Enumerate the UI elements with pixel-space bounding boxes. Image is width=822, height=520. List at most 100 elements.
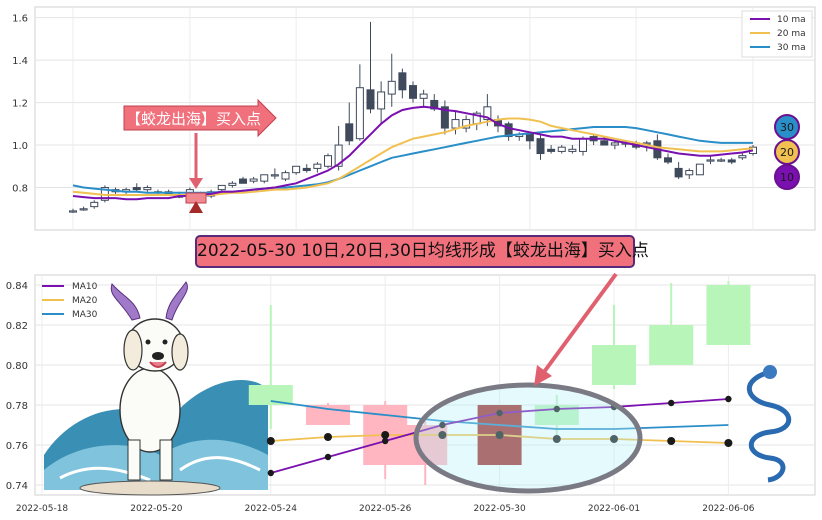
bottom-chart-candles bbox=[248, 281, 751, 485]
bottom-y-tick-label: 0.76 bbox=[6, 441, 28, 452]
candle-up bbox=[270, 174, 279, 177]
candle-down bbox=[536, 138, 545, 155]
bottom-point-ma20 bbox=[438, 431, 447, 439]
top-y-tick-label: 1.2 bbox=[12, 99, 28, 110]
candle-up bbox=[90, 201, 99, 208]
bottom-y-tick-label: 0.80 bbox=[6, 361, 28, 372]
bottom-x-tick-label: 2022-05-24 bbox=[245, 504, 298, 514]
bottom-x-tick-label: 2022-05-18 bbox=[16, 504, 69, 514]
bottom-point-ma10 bbox=[725, 395, 732, 403]
candle-down bbox=[440, 106, 449, 129]
candle-up bbox=[313, 163, 322, 169]
candle-down bbox=[409, 85, 417, 99]
top-y-tick-label: 1.4 bbox=[12, 56, 28, 67]
top-chart-candles bbox=[69, 21, 757, 214]
bottom-chart-y-axis: 0.74 0.76 0.78 0.80 0.82 0.84 bbox=[6, 281, 28, 492]
badge-20-label: 20 bbox=[780, 146, 794, 159]
top-chart-legend: 10 ma 20 ma 30 ma bbox=[741, 10, 813, 58]
candle-up bbox=[324, 155, 332, 167]
zoom-candle-down bbox=[306, 405, 350, 425]
legend-20ma: 20 ma bbox=[777, 29, 806, 39]
buy-signal-triangle-icon bbox=[189, 201, 203, 213]
bottom-chart-legend: MA10 MA20 MA30 bbox=[42, 282, 98, 320]
bottom-y-tick-label: 0.74 bbox=[6, 481, 28, 492]
bottom-point-ma20 bbox=[495, 431, 504, 439]
badge-10 bbox=[774, 164, 800, 190]
candle-up bbox=[568, 148, 577, 152]
candle-down bbox=[430, 99, 439, 110]
bottom-point-ma10 bbox=[267, 469, 274, 477]
bottom-y-tick-label: 0.82 bbox=[6, 321, 28, 332]
legend-ma30: MA30 bbox=[72, 310, 98, 320]
bottom-point-ma10 bbox=[553, 405, 560, 413]
candle-down bbox=[547, 148, 556, 152]
bottom-point-ma20 bbox=[610, 435, 618, 443]
candle-down bbox=[366, 89, 375, 110]
bottom-point-ma20 bbox=[324, 433, 332, 441]
candle-down bbox=[664, 157, 672, 163]
candle-up bbox=[462, 119, 471, 129]
zoom-candle-up bbox=[248, 385, 293, 405]
bottom-point-ma20 bbox=[381, 431, 390, 439]
zoom-candle-up bbox=[649, 325, 694, 365]
surfing-dog-illustration bbox=[44, 281, 268, 496]
bottom-line-ma30 bbox=[270, 400, 729, 430]
candle-up bbox=[69, 210, 77, 213]
candle-up bbox=[292, 165, 301, 174]
dragon-illustration bbox=[746, 365, 792, 483]
zoom-candle-up bbox=[706, 285, 751, 345]
candle-up bbox=[579, 138, 587, 152]
bottom-point-ma10 bbox=[382, 437, 389, 445]
candle-down bbox=[504, 123, 513, 138]
bottom-point-ma20 bbox=[724, 439, 733, 447]
candle-up bbox=[685, 170, 694, 176]
bottom-point-ma10 bbox=[496, 409, 503, 417]
legend-ma20: MA20 bbox=[72, 296, 98, 306]
candle-up bbox=[610, 142, 619, 146]
candle-down bbox=[302, 167, 311, 172]
candle-up bbox=[281, 172, 290, 180]
bottom-x-tick-label: 2022-05-26 bbox=[359, 504, 412, 514]
candle-up bbox=[451, 119, 460, 129]
bottom-chart-x-axis: 2022-05-18 2022-05-20 2022-05-24 2022-05-26… bbox=[16, 504, 755, 514]
bottom-x-tick-label: 2022-06-06 bbox=[702, 504, 755, 514]
legend-10ma: 10 ma bbox=[777, 15, 806, 25]
zoom-candle-up bbox=[592, 345, 636, 385]
bottom-y-tick-label: 0.78 bbox=[6, 401, 28, 412]
badge-10-label: 10 bbox=[780, 171, 794, 184]
candle-down bbox=[727, 159, 736, 163]
top-y-tick-label: 1.6 bbox=[12, 14, 28, 25]
candle-up bbox=[249, 178, 258, 182]
top-y-tick-label: 1.0 bbox=[12, 141, 28, 152]
bottom-point-ma20 bbox=[667, 437, 676, 445]
signal-callout-label: 【蛟龙出海】买入点 bbox=[126, 110, 261, 128]
bottom-chart-moving-averages bbox=[266, 395, 733, 477]
bottom-x-tick-label: 2022-05-30 bbox=[473, 504, 526, 514]
top-chart-y-axis: 0.8 1.0 1.2 1.4 1.6 bbox=[12, 14, 28, 195]
signal-callout-arrow bbox=[123, 98, 277, 138]
legend-30ma: 30 ma bbox=[777, 43, 806, 53]
candle-up bbox=[557, 146, 566, 152]
ma-badges: 30 20 10 bbox=[774, 114, 800, 190]
candle-down bbox=[345, 123, 354, 142]
candle-down bbox=[132, 187, 141, 191]
bottom-point-ma20 bbox=[266, 437, 275, 445]
bottom-x-tick-label: 2022-06-01 bbox=[588, 504, 640, 514]
signal-banner: 2022-05-30 10日,20日,30日均线形成【蛟龙出海】买入点 bbox=[195, 235, 649, 268]
bottom-point-ma20 bbox=[552, 435, 561, 443]
bottom-y-tick-label: 0.84 bbox=[6, 281, 28, 292]
signal-zoom-arrow-head bbox=[534, 365, 552, 386]
candle-up bbox=[377, 91, 386, 110]
bottom-point-ma10 bbox=[439, 421, 446, 429]
badge-30-label: 30 bbox=[780, 121, 794, 134]
candle-up bbox=[706, 159, 715, 162]
top-y-tick-label: 0.8 bbox=[12, 184, 28, 195]
candle-up bbox=[355, 87, 364, 140]
bottom-x-tick-label: 2022-05-20 bbox=[130, 504, 183, 514]
candle-down bbox=[600, 140, 609, 146]
candle-up bbox=[228, 182, 237, 186]
signal-pointer-head bbox=[189, 178, 203, 189]
candle-down bbox=[239, 178, 247, 184]
candle-up bbox=[419, 93, 428, 99]
